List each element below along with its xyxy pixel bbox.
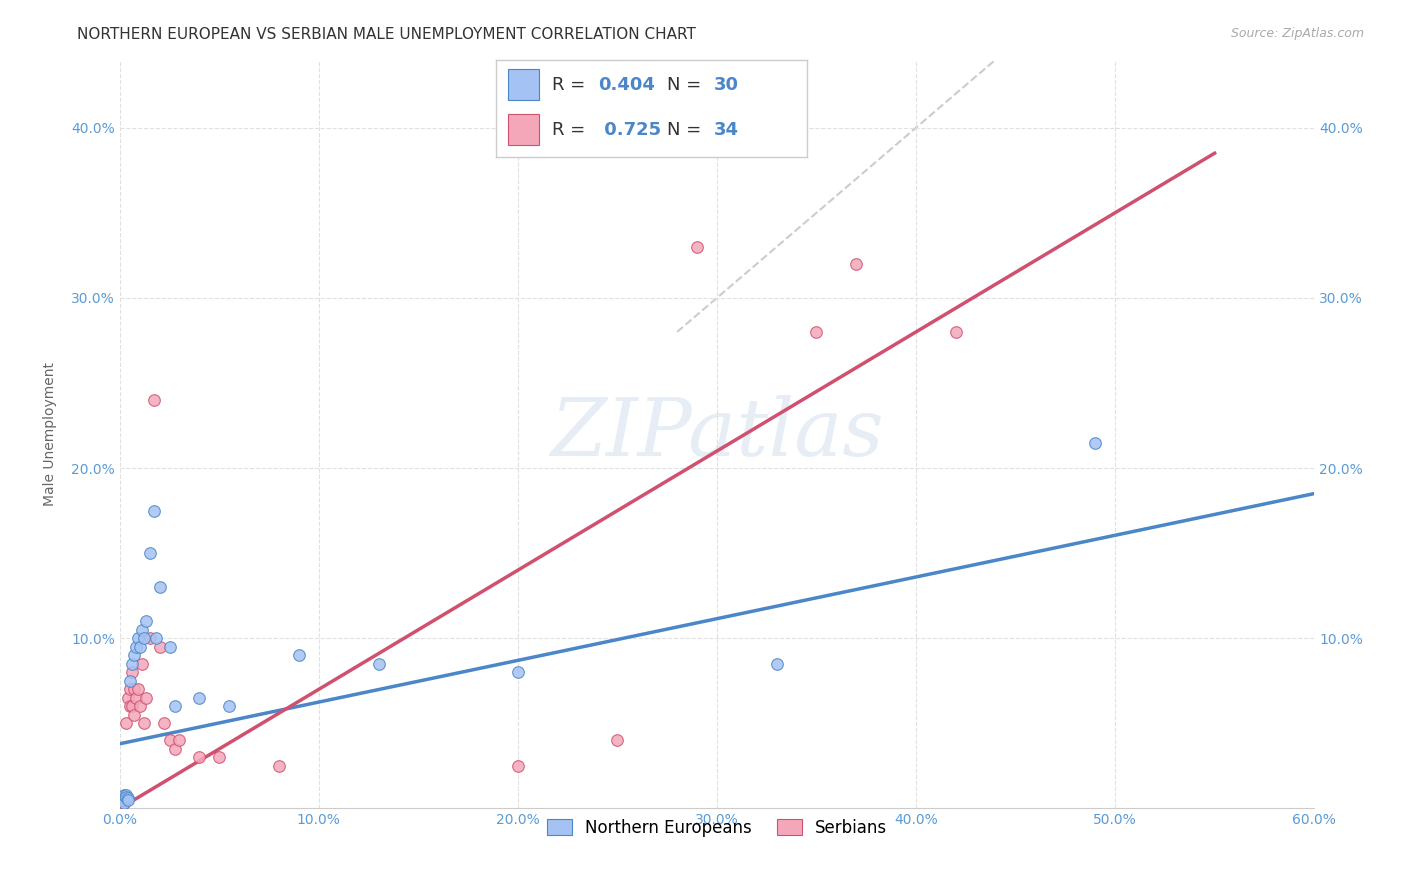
- Point: [367, 657, 389, 671]
- Legend: Northern Europeans, Serbians: Northern Europeans, Serbians: [538, 810, 896, 845]
- Point: [138, 632, 160, 646]
- Point: [112, 793, 135, 807]
- Point: [114, 789, 136, 804]
- Point: [121, 665, 143, 680]
- Point: [112, 788, 135, 802]
- Point: [131, 623, 153, 637]
- Point: [765, 657, 787, 671]
- Point: [121, 657, 143, 671]
- Point: [208, 750, 231, 764]
- Y-axis label: Male Unemployment: Male Unemployment: [44, 362, 58, 506]
- Text: Source: ZipAtlas.com: Source: ZipAtlas.com: [1230, 27, 1364, 40]
- Point: [945, 325, 967, 339]
- Point: [124, 640, 146, 654]
- Point: [128, 640, 150, 654]
- Point: [606, 733, 628, 747]
- Point: [124, 690, 146, 705]
- Point: [165, 699, 187, 714]
- Point: [152, 716, 174, 731]
- Point: [845, 257, 868, 271]
- Point: [122, 707, 145, 722]
- Point: [114, 716, 136, 731]
- Point: [188, 690, 211, 705]
- Text: ZIPatlas: ZIPatlas: [550, 395, 884, 473]
- Point: [159, 733, 181, 747]
- Point: [159, 640, 181, 654]
- Point: [114, 788, 136, 802]
- Point: [131, 657, 153, 671]
- Point: [188, 750, 211, 764]
- Point: [142, 392, 165, 407]
- Point: [506, 665, 529, 680]
- Point: [127, 682, 149, 697]
- Point: [138, 546, 160, 560]
- Point: [218, 699, 240, 714]
- Point: [148, 580, 170, 594]
- Point: [122, 682, 145, 697]
- Point: [288, 648, 311, 663]
- Point: [165, 742, 187, 756]
- Point: [169, 733, 191, 747]
- Point: [127, 632, 149, 646]
- Point: [128, 699, 150, 714]
- Point: [148, 640, 170, 654]
- Point: [122, 648, 145, 663]
- Text: NORTHERN EUROPEAN VS SERBIAN MALE UNEMPLOYMENT CORRELATION CHART: NORTHERN EUROPEAN VS SERBIAN MALE UNEMPL…: [77, 27, 696, 42]
- Point: [111, 795, 134, 809]
- Point: [111, 793, 134, 807]
- Point: [112, 797, 135, 811]
- Point: [135, 614, 157, 628]
- Point: [1084, 435, 1107, 450]
- Point: [145, 632, 167, 646]
- Point: [267, 759, 290, 773]
- Point: [806, 325, 828, 339]
- Point: [686, 240, 709, 254]
- Point: [117, 793, 139, 807]
- Point: [142, 503, 165, 517]
- Point: [506, 759, 529, 773]
- Point: [135, 690, 157, 705]
- Point: [118, 673, 141, 688]
- Point: [117, 690, 139, 705]
- Point: [118, 682, 141, 697]
- Point: [121, 699, 143, 714]
- Point: [111, 797, 134, 811]
- Point: [112, 797, 135, 811]
- Point: [132, 716, 155, 731]
- Point: [132, 632, 155, 646]
- Point: [111, 789, 134, 804]
- Point: [117, 791, 139, 805]
- Point: [118, 699, 141, 714]
